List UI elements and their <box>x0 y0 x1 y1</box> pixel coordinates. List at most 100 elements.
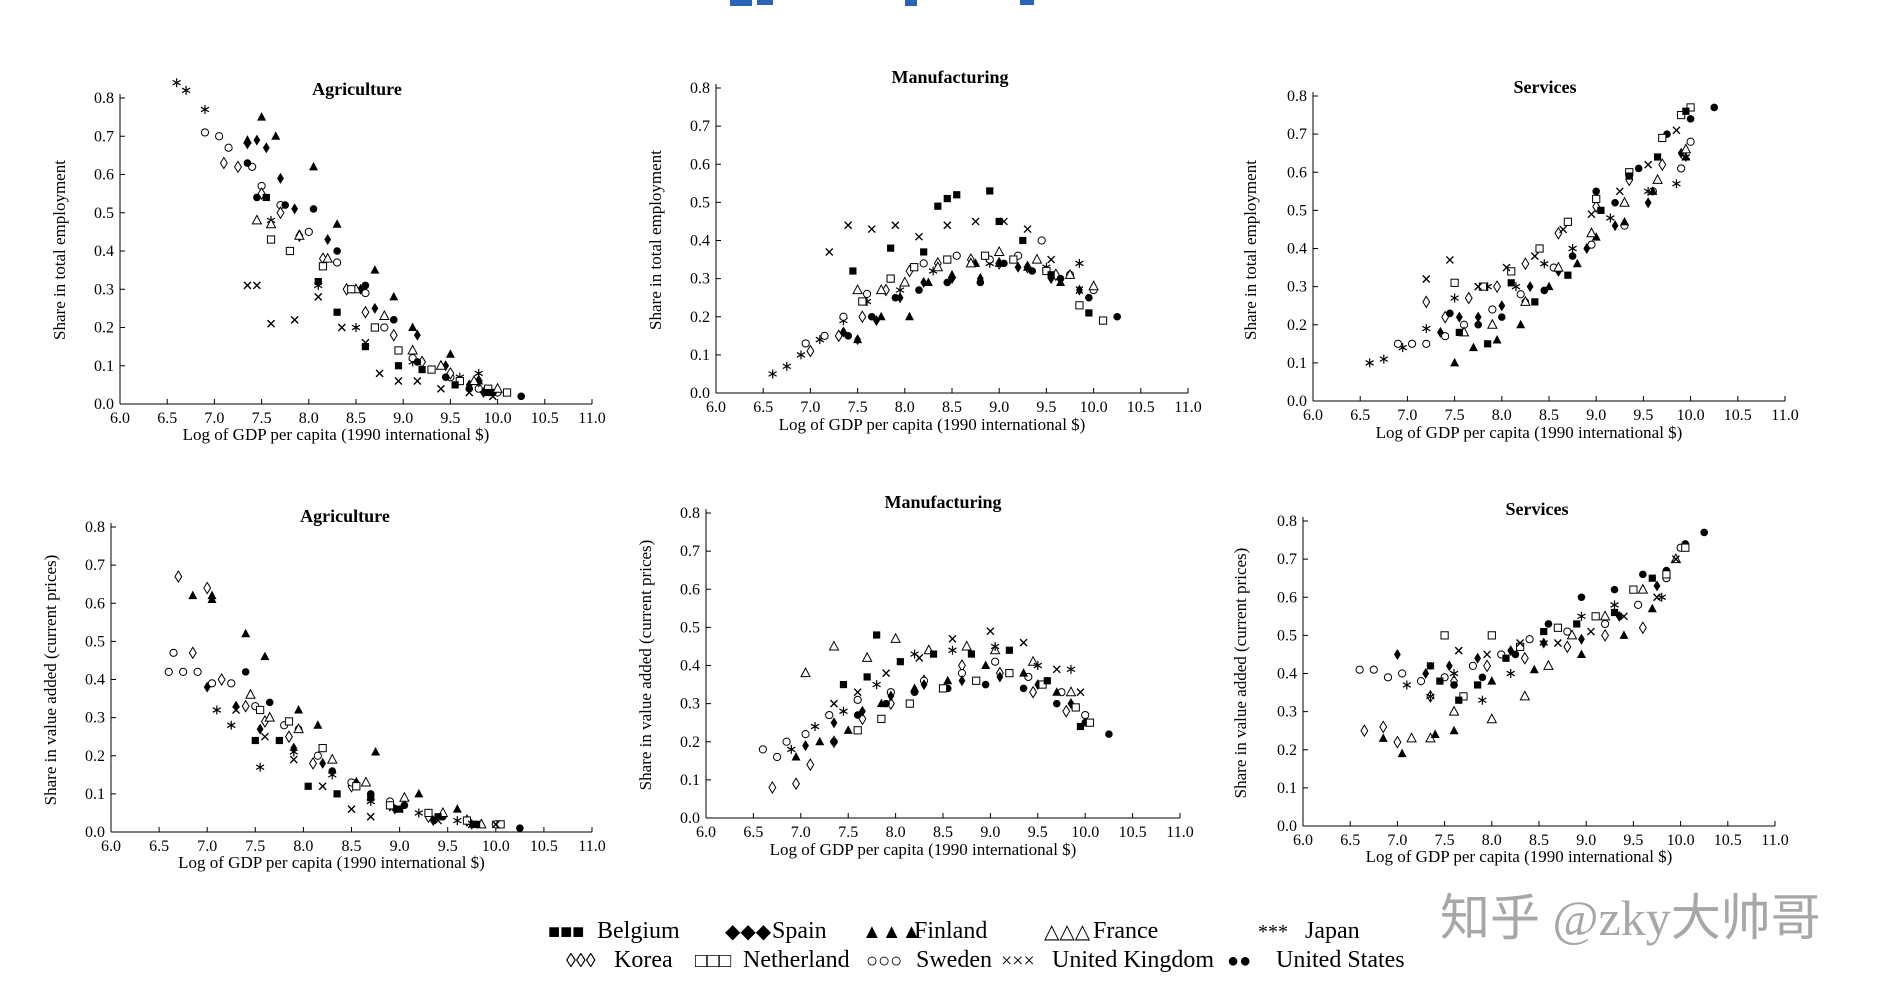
point-spain <box>996 671 1004 683</box>
point-belgium <box>251 736 259 745</box>
point-uk <box>232 706 241 714</box>
series-uk <box>1426 555 1680 670</box>
point-japan <box>810 722 820 731</box>
series-spain <box>1437 147 1685 338</box>
point-belgium <box>967 650 976 658</box>
y-tick-label: 0.3 <box>690 271 710 288</box>
point-us <box>1085 293 1093 302</box>
point-netherland <box>1658 133 1667 143</box>
point-uk <box>1474 282 1483 291</box>
x-tick-label: 6.0 <box>706 399 726 416</box>
point-korea <box>361 305 370 319</box>
point-sweden <box>227 679 236 688</box>
point-france <box>293 722 304 734</box>
series-korea <box>1360 621 1647 749</box>
point-france <box>1031 253 1043 264</box>
point-netherland <box>1478 282 1488 291</box>
point-spain <box>1540 637 1548 649</box>
legend-marker-uk: ××× <box>1001 950 1035 972</box>
legend-marker-sweden: ○○○ <box>866 950 902 972</box>
point-uk <box>829 699 838 708</box>
point-uk <box>1586 627 1595 636</box>
point-uk <box>1653 593 1661 602</box>
point-uk <box>914 232 923 241</box>
y-tick-label: 0.1 <box>94 358 114 375</box>
point-korea <box>1422 295 1431 309</box>
point-spain <box>802 740 809 752</box>
point-france <box>861 651 873 662</box>
legend-item-netherland: □□□ Netherland <box>695 947 850 973</box>
point-us <box>389 316 398 324</box>
point-france <box>468 374 480 386</box>
point-finland <box>371 746 381 756</box>
x-tick-label: 11.0 <box>1166 824 1193 841</box>
point-uk <box>1619 612 1628 621</box>
point-finland <box>1529 664 1539 674</box>
x-tick-label: 6.0 <box>101 838 121 855</box>
point-belgium <box>314 278 322 286</box>
point-sweden <box>820 331 829 340</box>
point-japan <box>1568 244 1577 253</box>
x-tick-label: 8.0 <box>293 838 313 855</box>
point-us <box>910 688 919 696</box>
x-tick-label: 10.0 <box>1677 407 1705 424</box>
point-us <box>1544 620 1553 628</box>
point-us <box>1446 309 1454 318</box>
y-tick-label: 0.0 <box>1277 818 1297 835</box>
point-spain <box>958 675 966 687</box>
point-netherland <box>1038 680 1047 689</box>
series-netherland <box>1440 543 1690 701</box>
point-japan <box>212 705 222 715</box>
point-belgium <box>920 248 928 256</box>
point-japan <box>1075 258 1084 268</box>
series-netherland <box>1450 103 1695 291</box>
point-france <box>1027 655 1039 666</box>
point-finland <box>791 752 801 761</box>
point-netherland <box>1005 669 1014 678</box>
point-spain <box>1047 273 1055 285</box>
point-finland <box>188 590 198 600</box>
point-us <box>441 373 450 382</box>
y-tick-label: 0.4 <box>1287 241 1307 258</box>
point-netherland <box>905 699 914 708</box>
point-us <box>309 205 318 213</box>
y-tick-label: 0.4 <box>94 243 114 260</box>
series-finland <box>1378 603 1657 758</box>
point-netherland <box>347 285 356 294</box>
point-france <box>407 344 418 355</box>
point-korea <box>1592 200 1601 214</box>
point-netherland <box>1071 703 1080 712</box>
point-france <box>852 283 863 295</box>
series-france <box>251 214 503 393</box>
point-belgium <box>304 782 312 790</box>
point-netherland <box>496 820 505 829</box>
point-uk <box>1502 263 1511 272</box>
y-tick-label: 0.4 <box>690 233 710 250</box>
point-us <box>328 767 337 775</box>
point-france <box>828 640 840 651</box>
point-us <box>1511 650 1520 659</box>
y-tick-label: 0.2 <box>680 734 700 751</box>
x-tick-label: 10.5 <box>530 838 558 855</box>
point-uk <box>413 377 422 386</box>
point-finland <box>1492 335 1502 344</box>
point-belgium <box>1682 107 1690 115</box>
point-japan <box>796 350 806 360</box>
point-belgium <box>1531 298 1539 306</box>
point-spain <box>1526 281 1534 293</box>
point-us <box>853 711 862 719</box>
point-uk <box>395 805 404 814</box>
chart-title: Agriculture <box>300 506 390 526</box>
y-tick-label: 0.3 <box>1287 279 1307 296</box>
chart-title: Manufacturing <box>892 67 1009 87</box>
point-netherland <box>370 323 379 332</box>
point-netherland <box>502 388 512 397</box>
series-spain <box>244 134 487 399</box>
point-us <box>844 332 852 340</box>
y-tick-label: 0.1 <box>85 786 105 803</box>
point-uk <box>1672 126 1681 135</box>
point-france <box>800 667 811 678</box>
point-uk <box>366 812 375 821</box>
point-netherland <box>1516 642 1525 651</box>
point-france <box>1406 732 1417 743</box>
